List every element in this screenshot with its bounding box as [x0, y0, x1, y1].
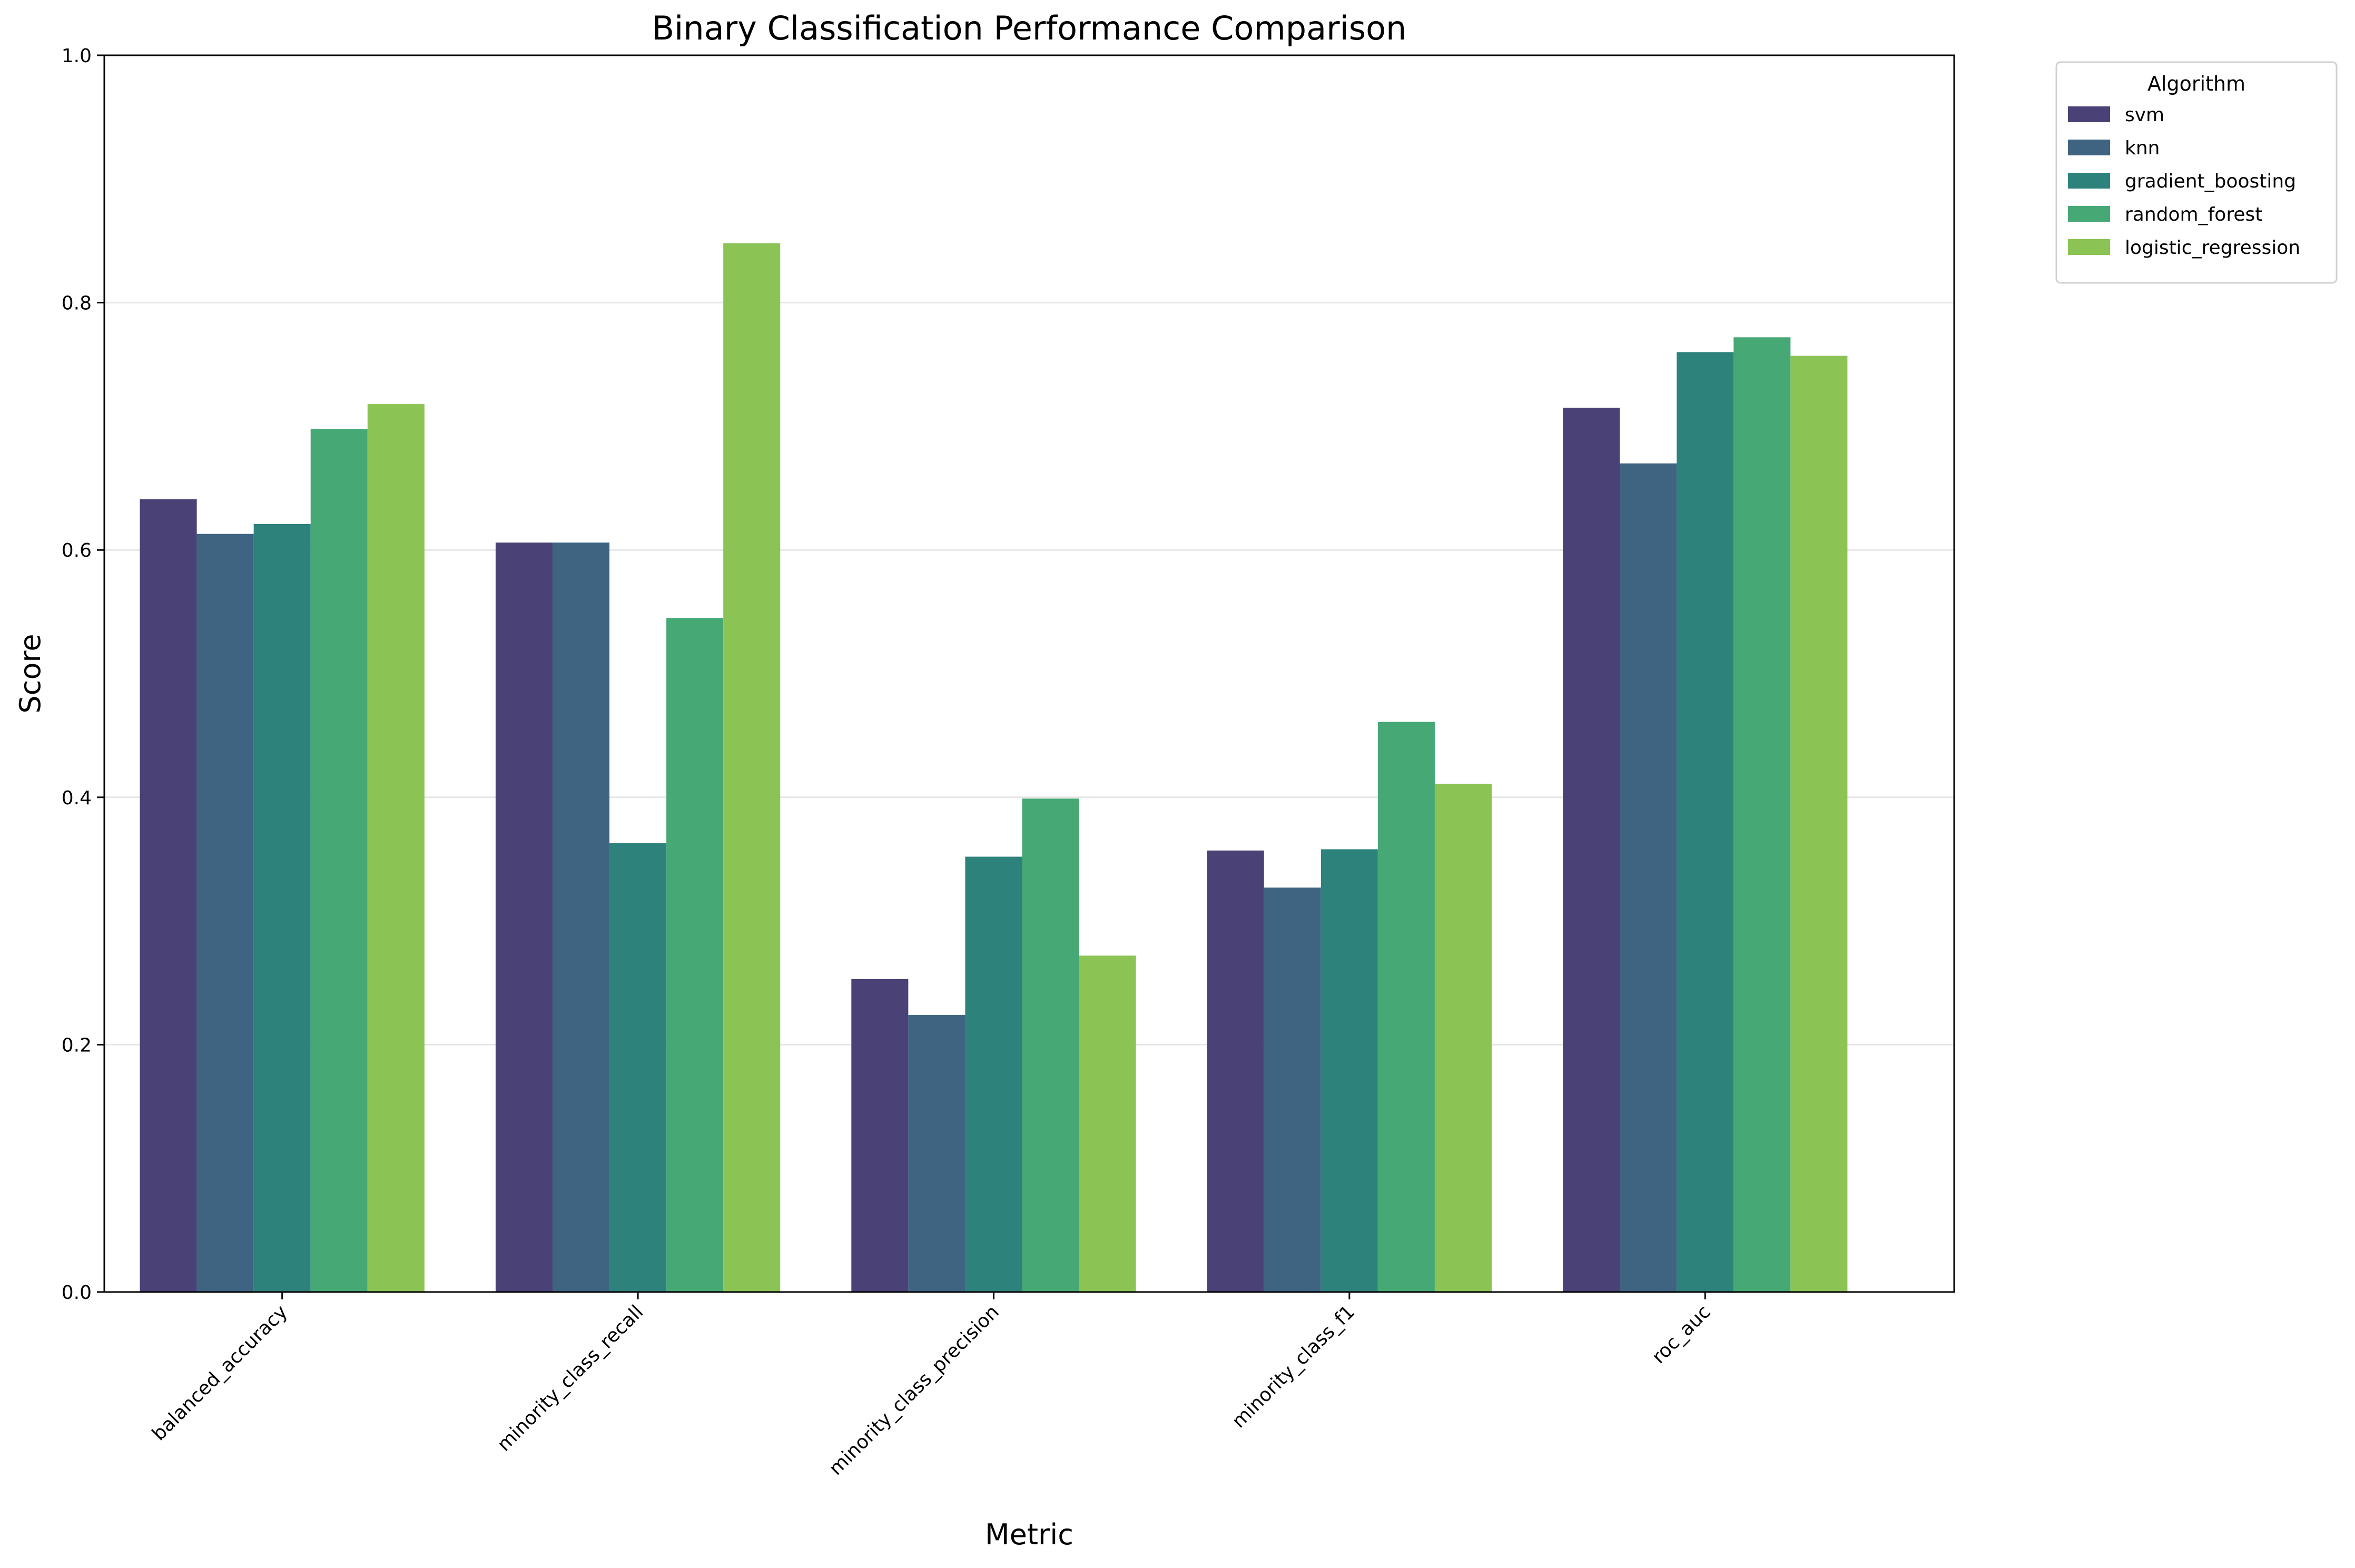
bar-svm-balanced-accuracy	[140, 499, 197, 1292]
y-tick-label: 0.0	[62, 1282, 92, 1304]
legend-label: gradient_boosting	[2125, 171, 2296, 192]
bar-random-forest-balanced-accuracy	[310, 429, 368, 1293]
y-tick-label: 0.2	[62, 1034, 92, 1056]
chart-title: Binary Classification Performance Compar…	[652, 9, 1407, 47]
bar-svm-minority-class-f1	[1207, 850, 1264, 1292]
y-tick-label: 1.0	[62, 45, 92, 67]
legend-swatch	[2068, 206, 2110, 222]
legend-swatch	[2068, 239, 2110, 255]
x-axis-label: Metric	[985, 1518, 1073, 1551]
bar-logistic-regression-minority-class-precision	[1079, 955, 1136, 1292]
bar-gradient-boosting-roc-auc	[1677, 352, 1734, 1292]
bar-svm-minority-class-precision	[851, 979, 909, 1292]
legend-box	[2055, 61, 2338, 284]
legend-swatch	[2068, 140, 2110, 155]
legend-label: knn	[2125, 137, 2160, 159]
bar-gradient-boosting-minority-class-precision	[965, 856, 1022, 1292]
legend: Algorithm svm knn gradient_boosting random_f…	[2055, 61, 2338, 284]
plot-frame	[103, 54, 1955, 1293]
bar-knn-minority-class-precision	[908, 1015, 965, 1292]
y-axis-label: Score	[14, 634, 47, 713]
bar-gradient-boosting-minority-class-f1	[1321, 849, 1378, 1292]
bar-random-forest-minority-class-f1	[1377, 722, 1435, 1292]
legend-swatch	[2068, 106, 2110, 122]
bar-svm-minority-class-recall	[495, 543, 553, 1292]
bar-knn-roc-auc	[1620, 463, 1677, 1292]
legend-label: svm	[2125, 104, 2164, 126]
bar-gradient-boosting-balanced-accuracy	[253, 524, 311, 1292]
bar-logistic-regression-roc-auc	[1790, 356, 1848, 1293]
bar-knn-balanced-accuracy	[196, 534, 254, 1292]
bar-random-forest-roc-auc	[1733, 337, 1791, 1292]
legend-title: Algorithm	[2147, 72, 2245, 95]
bar-logistic-regression-minority-class-recall	[723, 243, 781, 1292]
bar-random-forest-minority-class-precision	[1022, 798, 1079, 1292]
y-tick-label: 0.4	[62, 787, 92, 809]
legend-swatch	[2068, 173, 2110, 189]
bar-logistic-regression-minority-class-f1	[1434, 783, 1492, 1292]
bar-svm-roc-auc	[1563, 408, 1620, 1293]
bar-random-forest-minority-class-recall	[666, 618, 724, 1292]
bar-knn-minority-class-f1	[1264, 887, 1321, 1292]
legend-label: random_forest	[2125, 204, 2262, 225]
legend-label: logistic_regression	[2125, 237, 2300, 259]
y-tick-label: 0.8	[62, 293, 92, 314]
bar-logistic-regression-balanced-accuracy	[367, 404, 425, 1292]
y-tick-label: 0.6	[62, 540, 92, 561]
bar-knn-minority-class-recall	[552, 543, 610, 1292]
bar-gradient-boosting-minority-class-recall	[609, 843, 667, 1292]
